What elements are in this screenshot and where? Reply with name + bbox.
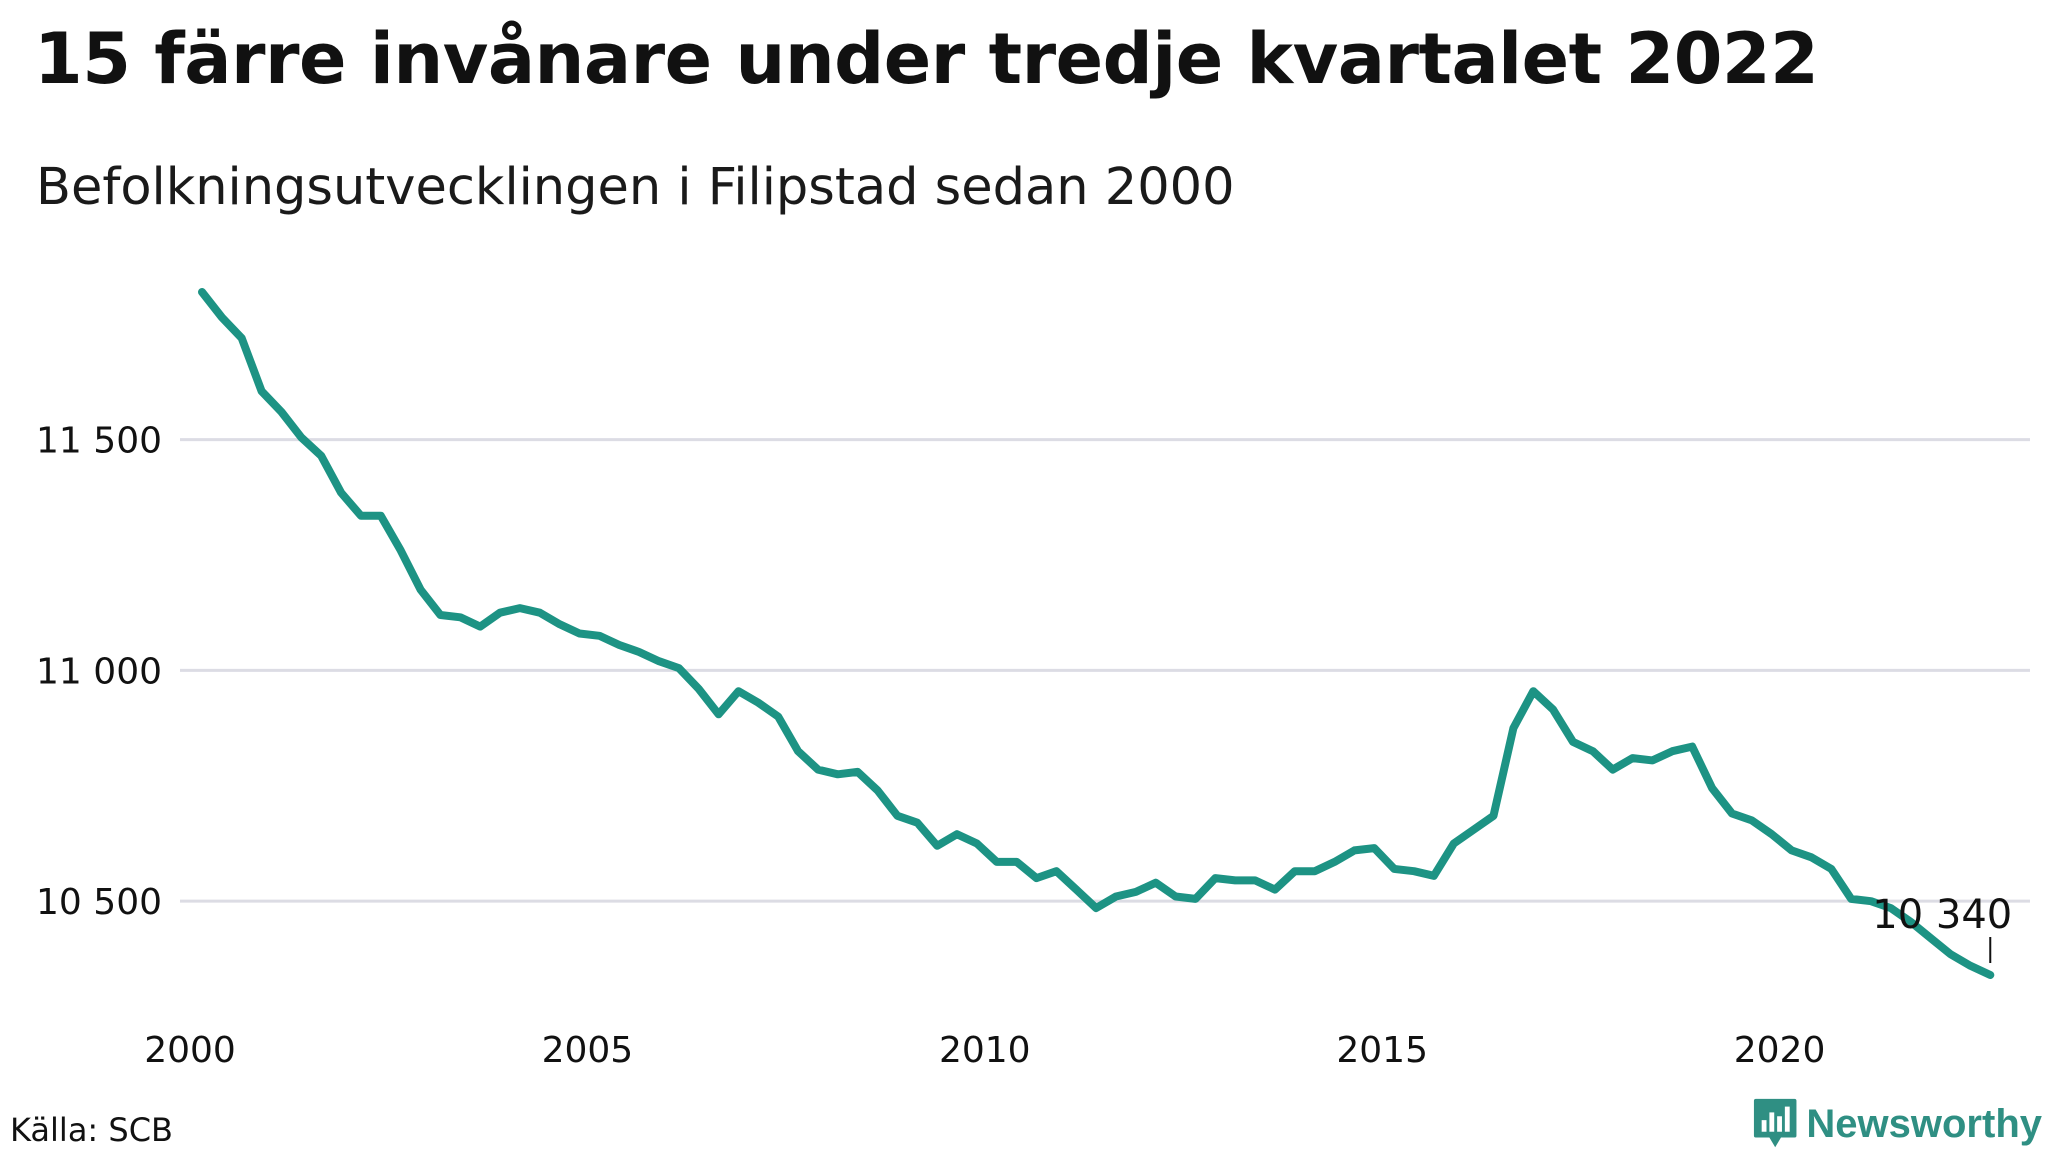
population-series-line bbox=[198, 288, 1995, 979]
chart-title: 15 färre invånare under tredje kvartalet… bbox=[34, 18, 1819, 100]
x-tick-label: 2015 bbox=[1336, 1030, 1428, 1071]
y-tick-label: 10 500 bbox=[36, 882, 162, 923]
y-tick-label: 11 500 bbox=[36, 421, 162, 462]
x-tick-label: 2005 bbox=[542, 1030, 634, 1071]
end-value-label: 10 340 bbox=[1872, 892, 2012, 938]
bar-chart-logo-icon bbox=[1753, 1098, 1797, 1148]
x-tick-label: 2010 bbox=[939, 1030, 1031, 1071]
y-tick-label: 11 000 bbox=[36, 651, 162, 692]
x-axis-tick-labels: 2000 2005 2010 2015 2020 bbox=[144, 1030, 1825, 1071]
y-axis-tick-labels: 10 500 11 000 11 500 bbox=[36, 421, 162, 923]
brand-name: Newsworthy bbox=[1806, 1101, 2042, 1146]
source-note: Källa: SCB bbox=[10, 1111, 173, 1149]
x-tick-label: 2020 bbox=[1734, 1030, 1826, 1071]
chart-subtitle: Befolkningsutvecklingen i Filipstad seda… bbox=[36, 158, 1235, 217]
x-tick-label: 2000 bbox=[144, 1030, 236, 1071]
newsworthy-brand[interactable]: Newsworthy bbox=[1752, 1096, 2042, 1152]
gridlines bbox=[180, 438, 2030, 903]
